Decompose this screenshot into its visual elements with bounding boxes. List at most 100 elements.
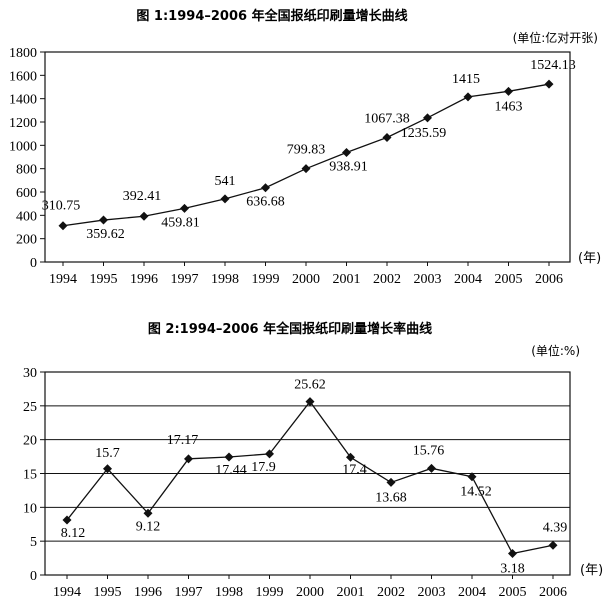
data-label: 310.75 bbox=[42, 199, 81, 214]
data-label: 15.76 bbox=[413, 443, 445, 458]
y-tick-label: 20 bbox=[23, 434, 37, 449]
y-tick-label: 400 bbox=[16, 209, 37, 224]
chart-2-gridlines bbox=[45, 405, 570, 542]
x-tick-label: 2004 bbox=[458, 585, 486, 600]
data-point-marker bbox=[139, 211, 149, 221]
data-label: 17.44 bbox=[215, 463, 247, 478]
data-point-marker bbox=[62, 515, 72, 525]
x-tick-label: 1994 bbox=[49, 272, 77, 287]
data-label: 17.17 bbox=[167, 433, 199, 448]
chart-1-unit-label: (单位:亿对开张) bbox=[513, 30, 598, 45]
data-point-marker bbox=[265, 449, 274, 459]
chart-2-x-ticks: 1994 1995 1996 1997 1998 1999 2000 2001 2002 2003… bbox=[53, 575, 567, 600]
y-tick-label: 1000 bbox=[9, 139, 37, 154]
chart-2-title: 图 2:1994–2006 年全国报纸印刷量增长率曲线 bbox=[148, 321, 432, 337]
y-tick-label: 600 bbox=[16, 186, 37, 201]
chart-2-data-labels: 8.12 15.7 9.12 17.17 17.44 17.9 25.62 17.4 13.68… bbox=[61, 378, 568, 577]
data-label: 459.81 bbox=[161, 215, 200, 230]
x-tick-label: 2001 bbox=[333, 272, 361, 287]
y-tick-label: 1600 bbox=[9, 69, 37, 84]
data-point-marker bbox=[427, 463, 436, 473]
y-tick-label: 200 bbox=[16, 233, 37, 248]
chart-1-y-ticks: 0 200 400 600 800 1000 1200 1400 1600 1800 bbox=[9, 46, 45, 271]
data-point-marker bbox=[504, 86, 513, 96]
x-tick-label: 1999 bbox=[252, 272, 280, 287]
chart-1-x-unit-label: (年) bbox=[578, 251, 601, 266]
data-label: 541 bbox=[215, 174, 236, 189]
y-tick-label: 25 bbox=[23, 400, 37, 415]
x-tick-label: 2004 bbox=[454, 272, 482, 287]
chart-2: 图 2:1994–2006 年全国报纸印刷量增长率曲线 (单位:%) (年) 0… bbox=[23, 321, 603, 600]
data-label: 1067.38 bbox=[364, 111, 410, 126]
x-tick-label: 2006 bbox=[535, 272, 563, 287]
y-tick-label: 5 bbox=[30, 535, 37, 550]
y-tick-label: 10 bbox=[23, 501, 37, 516]
chart-2-unit-label: (单位:%) bbox=[531, 343, 580, 358]
x-tick-label: 1995 bbox=[90, 272, 118, 287]
chart-1-plot-frame bbox=[44, 51, 571, 263]
chart-2-markers bbox=[62, 397, 558, 558]
data-point-marker bbox=[103, 464, 112, 474]
data-label: 1524.13 bbox=[530, 58, 576, 73]
data-point-marker bbox=[261, 183, 270, 193]
data-label: 15.7 bbox=[95, 446, 120, 461]
data-label: 8.12 bbox=[61, 526, 86, 541]
data-label: 4.39 bbox=[543, 520, 568, 535]
chart-1-markers bbox=[58, 79, 554, 231]
data-point-marker bbox=[382, 132, 392, 142]
x-tick-label: 2000 bbox=[296, 585, 324, 600]
data-point-marker bbox=[180, 203, 189, 213]
y-tick-label: 30 bbox=[23, 366, 37, 381]
x-tick-label: 2006 bbox=[539, 585, 567, 600]
data-point-marker bbox=[544, 79, 554, 89]
x-tick-label: 2003 bbox=[414, 272, 442, 287]
data-label: 1415 bbox=[452, 72, 480, 87]
y-tick-label: 0 bbox=[30, 569, 37, 584]
x-tick-label: 1999 bbox=[256, 585, 284, 600]
y-tick-label: 1800 bbox=[9, 46, 37, 61]
data-point-marker bbox=[58, 221, 68, 231]
data-point-marker bbox=[99, 215, 108, 225]
data-label: 13.68 bbox=[375, 490, 407, 505]
y-tick-label: 1200 bbox=[9, 116, 37, 131]
data-label: 3.18 bbox=[500, 561, 525, 576]
x-tick-label: 2003 bbox=[418, 585, 446, 600]
x-tick-label: 1994 bbox=[53, 585, 81, 600]
data-label: 359.62 bbox=[86, 227, 125, 242]
data-point-marker bbox=[386, 477, 396, 487]
chart-1-data-labels: 310.75 359.62 392.41 459.81 541 636.68 799.839… bbox=[42, 58, 576, 242]
x-tick-label: 2005 bbox=[499, 585, 527, 600]
chart-2-x-unit-label: (年) bbox=[580, 563, 603, 578]
x-tick-label: 2001 bbox=[337, 585, 365, 600]
y-tick-label: 1400 bbox=[9, 93, 37, 108]
data-point-marker bbox=[467, 472, 477, 482]
x-tick-label: 2000 bbox=[292, 272, 320, 287]
chart-1-x-ticks: 1994 1995 1996 1997 1998 1999 2000 2001 2002 2003… bbox=[49, 262, 563, 287]
x-tick-label: 2005 bbox=[495, 272, 523, 287]
x-tick-label: 1995 bbox=[94, 585, 122, 600]
data-point-marker bbox=[346, 452, 355, 462]
y-tick-label: 800 bbox=[16, 163, 37, 178]
y-tick-label: 15 bbox=[23, 468, 37, 483]
data-point-marker bbox=[342, 147, 351, 157]
data-point-marker bbox=[184, 454, 193, 464]
data-label: 17.9 bbox=[251, 460, 276, 475]
data-label: 14.52 bbox=[460, 485, 492, 500]
x-tick-label: 1998 bbox=[211, 272, 239, 287]
data-label: 9.12 bbox=[136, 519, 161, 534]
data-point-marker bbox=[508, 548, 517, 558]
x-tick-label: 1996 bbox=[130, 272, 158, 287]
x-tick-label: 1998 bbox=[215, 585, 243, 600]
data-point-marker bbox=[224, 452, 234, 462]
data-label: 1235.59 bbox=[401, 126, 447, 141]
data-label: 938.91 bbox=[329, 159, 368, 174]
data-point-marker bbox=[548, 540, 558, 550]
data-label: 17.4 bbox=[342, 462, 367, 477]
x-tick-label: 1997 bbox=[171, 272, 199, 287]
data-point-marker bbox=[463, 92, 473, 102]
data-label: 1463 bbox=[495, 99, 523, 114]
x-tick-label: 1997 bbox=[175, 585, 203, 600]
chart-2-y-ticks: 0 5 10 15 20 25 30 bbox=[23, 366, 45, 584]
data-point-marker bbox=[220, 194, 230, 204]
